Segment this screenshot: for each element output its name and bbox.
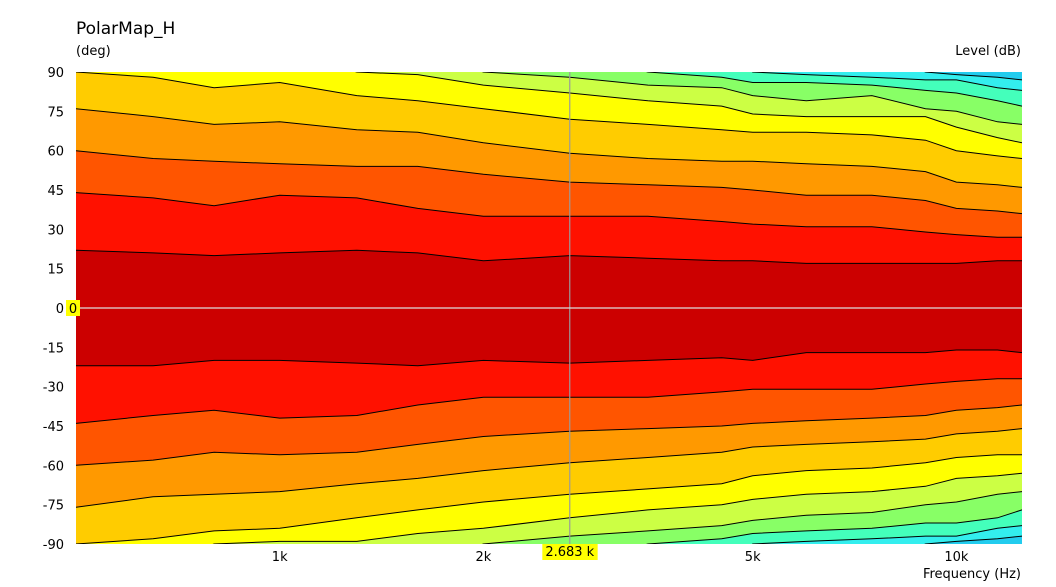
contour-line-lower-1 [76,349,1022,367]
contour-line-upper-9 [751,72,1022,91]
contour-line-lower-3 [76,404,1022,466]
contour-band-upper-1 [76,192,1022,264]
contour-line-lower-8 [645,509,1022,544]
contour-line-upper-2 [76,192,1022,238]
y-tick-label: 60 [47,145,64,160]
x-tick-label: 10k [944,550,969,565]
contour-band-lower-9 [752,525,1022,544]
contour-band-lower-5 [76,454,1022,544]
chart-title: PolarMap_H [76,19,175,39]
contour-line-upper-1 [76,249,1022,264]
contour-line-upper-10 [924,72,1022,81]
y-axis-label: (deg) [76,44,111,59]
y-tick-label: 45 [47,184,64,199]
cursor-x-readout: 2.683 k [545,545,594,560]
contour-line-lower-2 [76,378,1022,424]
contour-band-upper-4 [76,72,1022,188]
cursor-y-readout: 0 [69,302,77,317]
cursor-y-readout-bg [66,300,80,316]
x-tick-labels: 1k 2k 5k 10k [272,550,969,565]
cursor-x-readout-bg [542,544,598,560]
contour-line-lower-5 [76,454,1022,544]
contour-line-upper-3 [76,150,1022,215]
contour-band-upper-7 [483,72,1022,125]
contour-band-upper-6 [356,72,1022,143]
contour-band-lower-6 [214,473,1022,544]
contour-band-lower-7 [483,491,1022,544]
contour-line-upper-5 [76,72,1022,159]
contour-lines [76,72,1022,544]
y-tick-label: 30 [47,223,64,238]
contour-band-lower-1 [76,350,1022,424]
y-tick-label: -90 [43,538,64,553]
contour-line-upper-6 [354,72,1022,144]
x-tick-label: 1k [272,550,288,565]
contour-band-upper-9 [752,72,1022,91]
contour-line-lower-6 [212,472,1022,544]
y-tick-labels: 90 75 60 45 30 15 0 -15 -30 -45 -60 -75 -90 [43,66,64,553]
contour-line-lower-7 [481,491,1022,544]
contour-line-lower-10 [924,535,1022,544]
cursor-crosshair[interactable] [76,72,1022,544]
y-tick-label: -30 [43,381,64,396]
y-tick-label: -60 [43,459,64,474]
y-tick-label: -75 [43,499,64,514]
cursor-readouts: 2.683 k 0 [66,300,598,560]
contour-line-lower-4 [76,428,1022,508]
y-tick-label: -45 [43,420,64,435]
colorbar-label: Level (dB) [955,44,1021,59]
y-tick-label: -15 [43,341,64,356]
y-tick-label: 15 [47,263,64,278]
contour-band-lower-4 [76,428,1022,544]
contour-line-upper-7 [481,72,1022,125]
contour-line-upper-8 [645,72,1022,107]
x-tick-label: 5k [745,550,761,565]
y-tick-label: 0 [56,302,64,317]
contour-band-upper-5 [76,72,1022,159]
contour-band-lower-2 [76,378,1022,466]
y-tick-label: 75 [47,105,64,120]
y-tick-label: 90 [47,66,64,81]
contour-line-upper-4 [76,108,1022,188]
x-tick-label: 2k [476,550,492,565]
contour-band-upper-2 [76,150,1022,238]
contour-band-lower-3 [76,405,1022,508]
x-axis-label: Frequency (Hz) [923,567,1021,582]
contour-line-lower-9 [751,525,1022,544]
contour-band-upper-3 [76,108,1022,214]
